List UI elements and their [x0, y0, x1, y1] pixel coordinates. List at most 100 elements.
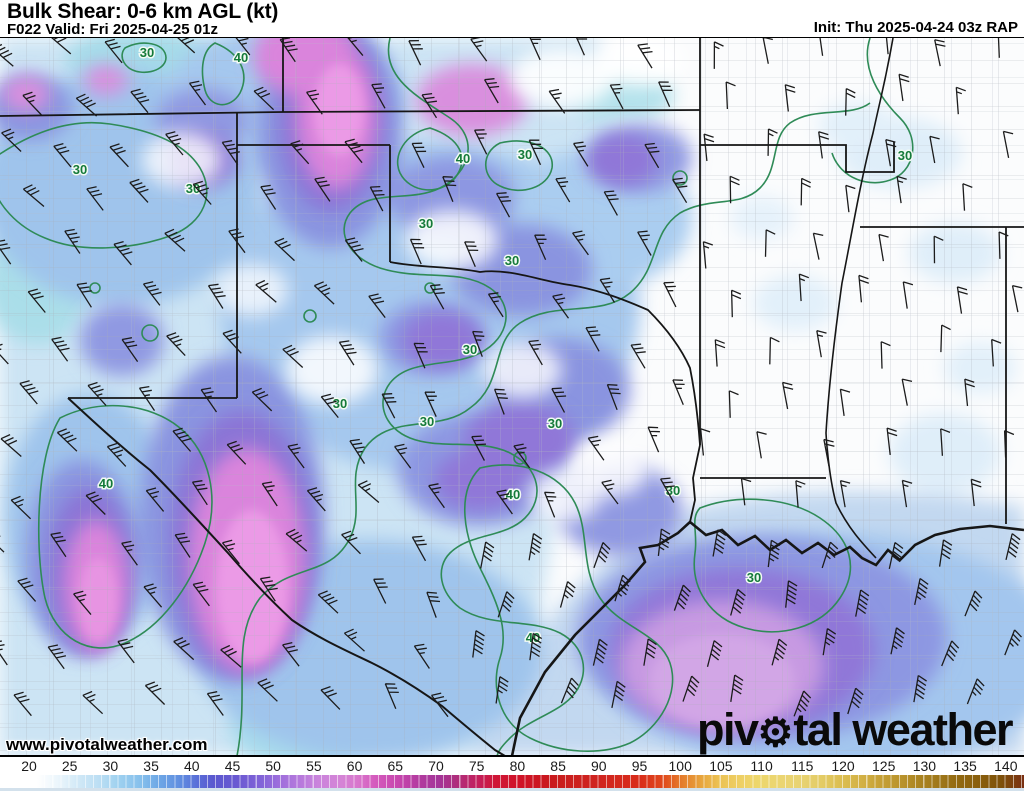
- wind-barb: [143, 583, 163, 608]
- wind-barb: [845, 88, 856, 116]
- wind-barb: [430, 692, 449, 718]
- wind-barb: [369, 185, 385, 212]
- wind-barb: [129, 178, 149, 203]
- wind-barb: [543, 491, 557, 518]
- wind-barb: [411, 535, 427, 562]
- contour-label: 30: [419, 216, 433, 231]
- wind-barb: [603, 190, 619, 216]
- contour-label: 40: [506, 487, 520, 502]
- wind-barb: [27, 288, 46, 313]
- wind-barb: [529, 632, 543, 661]
- wind-barb: [113, 240, 133, 266]
- wind-barb: [902, 281, 914, 309]
- wind-barb: [274, 237, 295, 262]
- wind-barb: [317, 590, 339, 614]
- wind-barb: [762, 38, 773, 64]
- wind-barb: [929, 135, 940, 164]
- wind-barb: [839, 479, 851, 508]
- wind-barb: [73, 590, 92, 616]
- wind-barb: [87, 381, 107, 407]
- colorbar-tick: 65: [387, 758, 404, 774]
- wind-barb: [682, 675, 700, 702]
- wind-barb: [480, 541, 495, 569]
- wind-barb: [464, 241, 479, 267]
- wind-barb: [259, 576, 278, 602]
- wind-barb: [839, 388, 851, 416]
- wind-barb: [19, 380, 39, 405]
- wind-barb: [285, 528, 308, 552]
- wind-barb: [771, 638, 788, 666]
- wind-barb: [528, 139, 543, 166]
- colorbar-tick: 50: [265, 758, 281, 774]
- wind-barb: [373, 578, 388, 604]
- wind-barb: [484, 78, 500, 104]
- contour-label: 30: [666, 483, 680, 498]
- page-title: Bulk Shear: 0-6 km AGL (kt): [7, 0, 279, 23]
- wind-barb: [938, 539, 953, 567]
- wind-barb: [699, 428, 711, 456]
- wind-barb: [714, 339, 726, 367]
- wind-barb: [858, 274, 870, 303]
- wind-barb: [781, 381, 794, 410]
- wind-barb: [257, 678, 278, 702]
- wind-barb: [795, 480, 806, 508]
- wind-barb: [121, 540, 138, 566]
- wind-barb: [728, 390, 739, 418]
- wind-barb: [426, 591, 441, 618]
- wind-barb: [672, 379, 685, 406]
- wind-barb: [51, 336, 70, 362]
- wind-barb: [845, 184, 856, 213]
- wind-barb: [672, 177, 688, 204]
- wind-barb: [964, 590, 983, 617]
- wind-barb: [164, 228, 186, 252]
- wind-barb: [472, 330, 485, 357]
- colorbar-tick: 135: [953, 758, 977, 774]
- wind-barb: [495, 676, 509, 704]
- forecast-map[interactable]: 30 30 30 30 30 30 30 30 30 30 30 30 30 40 40 40 40 40: [0, 38, 1024, 756]
- wind-barb: [474, 129, 488, 155]
- wind-barb: [819, 38, 824, 56]
- wind-barb: [934, 39, 946, 67]
- wind-barb: [901, 378, 913, 406]
- wind-barb: [812, 232, 824, 260]
- wind-barb: [408, 39, 423, 66]
- colorbar-cell-lines: [37, 775, 1024, 788]
- wind-barb: [338, 340, 357, 366]
- wind-barb: [637, 230, 652, 256]
- contour-label: 30: [747, 570, 761, 585]
- wind-barb: [725, 81, 736, 110]
- county-lines: [0, 38, 1024, 756]
- wind-barb: [730, 588, 746, 616]
- wind-barb: [121, 337, 139, 362]
- wind-barb: [117, 638, 135, 664]
- wind-barb: [663, 281, 677, 308]
- wind-barb: [800, 177, 811, 206]
- contour-label: 30: [140, 45, 154, 60]
- wind-barb: [251, 387, 273, 412]
- wind-barb: [702, 241, 714, 269]
- shear-contours: [0, 38, 914, 756]
- contour-label: 30: [333, 396, 347, 411]
- wind-barb: [823, 438, 835, 467]
- wind-barb: [384, 683, 399, 709]
- wind-barb: [424, 391, 437, 417]
- colorbar-tick: 130: [912, 758, 937, 774]
- colorbar-tick: 80: [509, 758, 526, 774]
- wind-barb: [221, 140, 240, 165]
- wind-barb: [145, 487, 165, 512]
- colorbar-tick: 70: [428, 758, 444, 774]
- wind-barb: [226, 440, 247, 465]
- contour-label: 30: [186, 181, 200, 196]
- wind-barb: [1003, 430, 1015, 458]
- wind-barb: [56, 428, 78, 452]
- wind-barb: [816, 329, 827, 358]
- wind-barb: [767, 128, 778, 156]
- wind-barb: [51, 38, 72, 55]
- wind-barb: [1004, 629, 1022, 656]
- wind-barb: [818, 131, 830, 159]
- wind-barb: [0, 434, 22, 457]
- wind-barb: [192, 180, 212, 205]
- wind-barb: [560, 677, 579, 704]
